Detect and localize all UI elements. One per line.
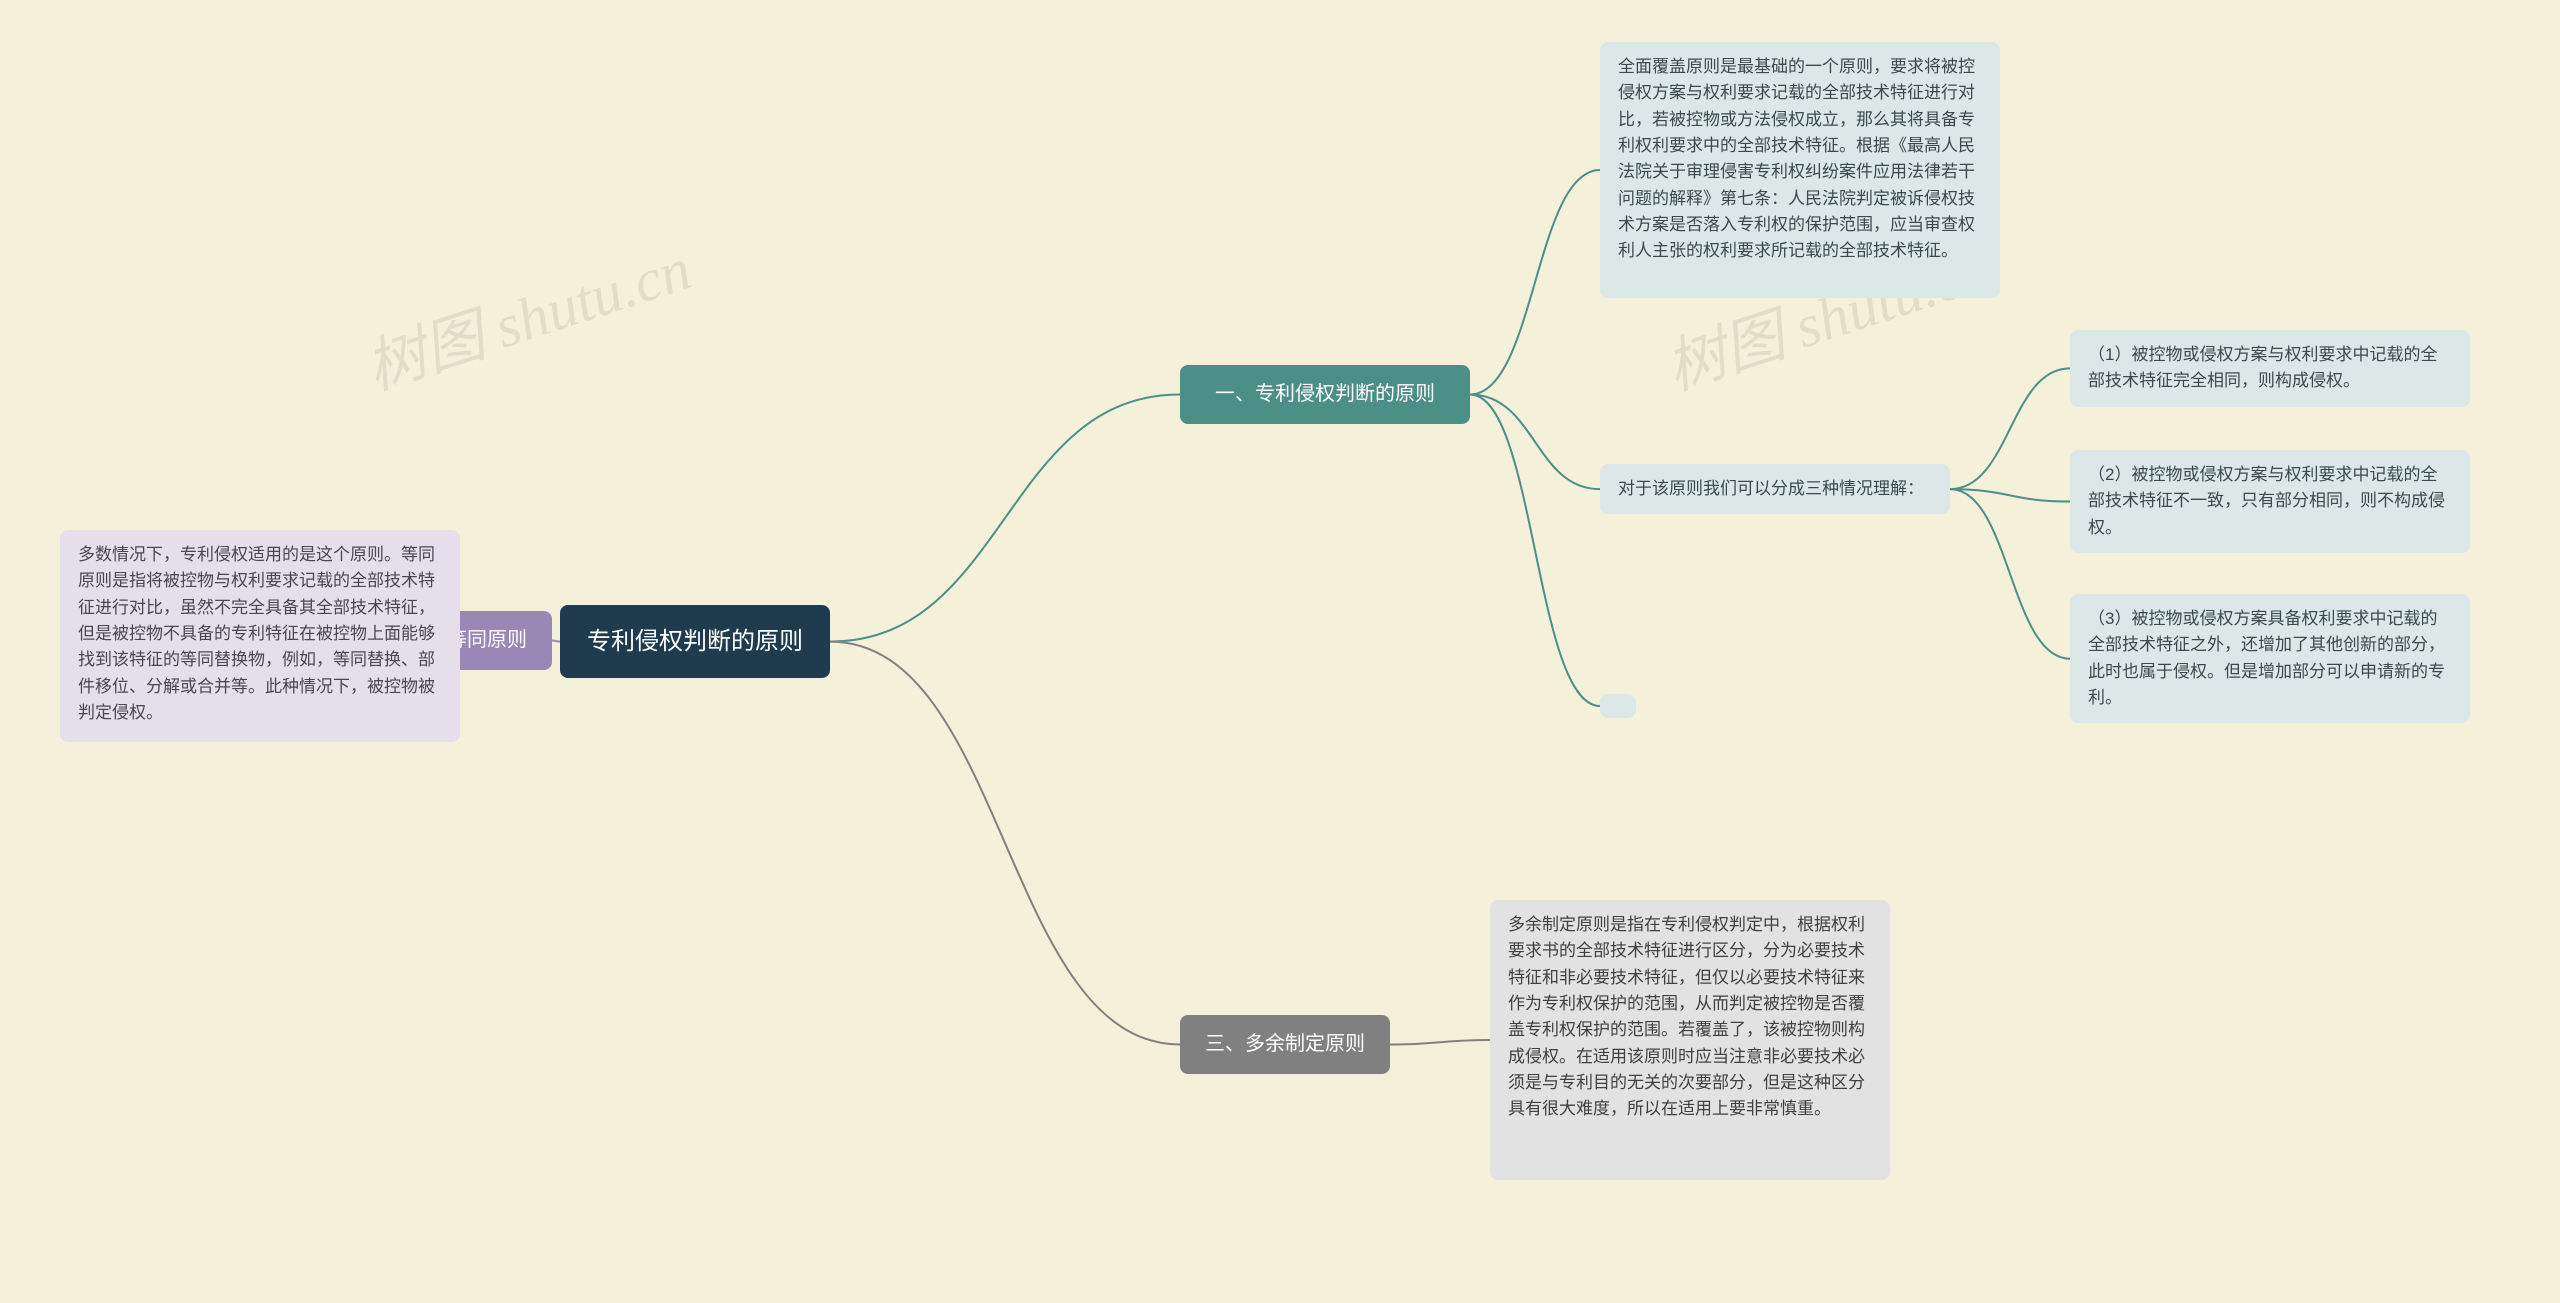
root-node: 专利侵权判断的原则 (560, 605, 830, 678)
watermark-1: 树图 shutu.cn (353, 220, 700, 407)
branch-1-leaf-3-stub (1600, 694, 1636, 718)
branch-1-leaf-2-sub-3: （3）被控物或侵权方案具备权利要求中记载的全部技术特征之外，还增加了其他创新的部… (2070, 594, 2470, 723)
branch-1-leaf-2-sub-1: （1）被控物或侵权方案与权利要求中记载的全部技术特征完全相同，则构成侵权。 (2070, 330, 2470, 407)
branch-3-leaf-1: 多余制定原则是指在专利侵权判定中，根据权利要求书的全部技术特征进行区分，分为必要… (1490, 900, 1890, 1180)
branch-1-leaf-2-sub-2: （2）被控物或侵权方案与权利要求中记载的全部技术特征不一致，只有部分相同，则不构… (2070, 450, 2470, 553)
branch-2-leaf-1: 多数情况下，专利侵权适用的是这个原则。等同原则是指将被控物与权利要求记载的全部技… (60, 530, 460, 742)
branch-1-leaf-2: 对于该原则我们可以分成三种情况理解： (1600, 464, 1950, 514)
branch-3: 三、多余制定原则 (1180, 1015, 1390, 1074)
branch-1: 一、专利侵权判断的原则 (1180, 365, 1470, 424)
branch-1-leaf-1: 全面覆盖原则是最基础的一个原则，要求将被控侵权方案与权利要求记载的全部技术特征进… (1600, 42, 2000, 298)
